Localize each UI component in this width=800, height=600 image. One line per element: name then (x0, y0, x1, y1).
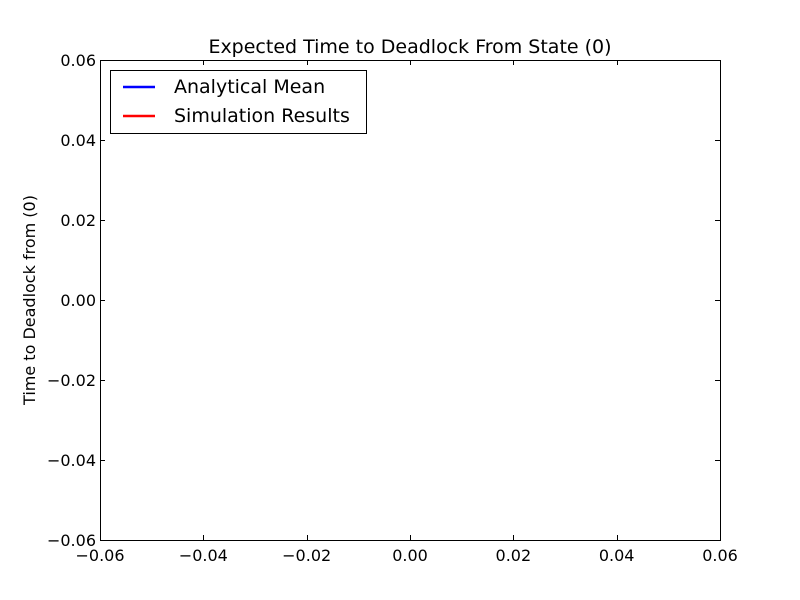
y-tick-label: −0.02 (47, 371, 96, 390)
x-tick-label: 0.02 (496, 546, 532, 565)
x-tick-label: −0.02 (282, 546, 331, 565)
y-tick-label: 0.04 (60, 131, 96, 150)
x-tick-label: −0.06 (75, 546, 124, 565)
x-tick-label: 0.04 (599, 546, 635, 565)
x-tick-label: 0.06 (702, 546, 738, 565)
legend-label-simulation-results: Simulation Results (174, 105, 350, 127)
chart-title: Expected Time to Deadlock From State (0) (208, 36, 611, 58)
legend-box (110, 70, 367, 134)
plot-area-frame (100, 60, 721, 541)
x-tick-label: 0.00 (392, 546, 428, 565)
y-tick-label: 0.06 (60, 51, 96, 70)
y-tick-label: 0.02 (60, 211, 96, 230)
x-tick-label: −0.04 (179, 546, 228, 565)
y-tick-label: 0.00 (60, 291, 96, 310)
y-tick-label: −0.06 (47, 531, 96, 550)
legend-label-analytical-mean: Analytical Mean (174, 76, 325, 98)
x-axis: −0.06 −0.04 −0.02 0.00 0.02 0.04 0.06 (75, 60, 738, 565)
y-axis-label: Time to Deadlock from (0) (20, 195, 39, 406)
y-axis: −0.06 −0.04 −0.02 0.00 0.02 0.04 0.06 (47, 51, 720, 550)
y-tick-label: −0.04 (47, 451, 96, 470)
legend: Analytical Mean Simulation Results (110, 70, 367, 134)
